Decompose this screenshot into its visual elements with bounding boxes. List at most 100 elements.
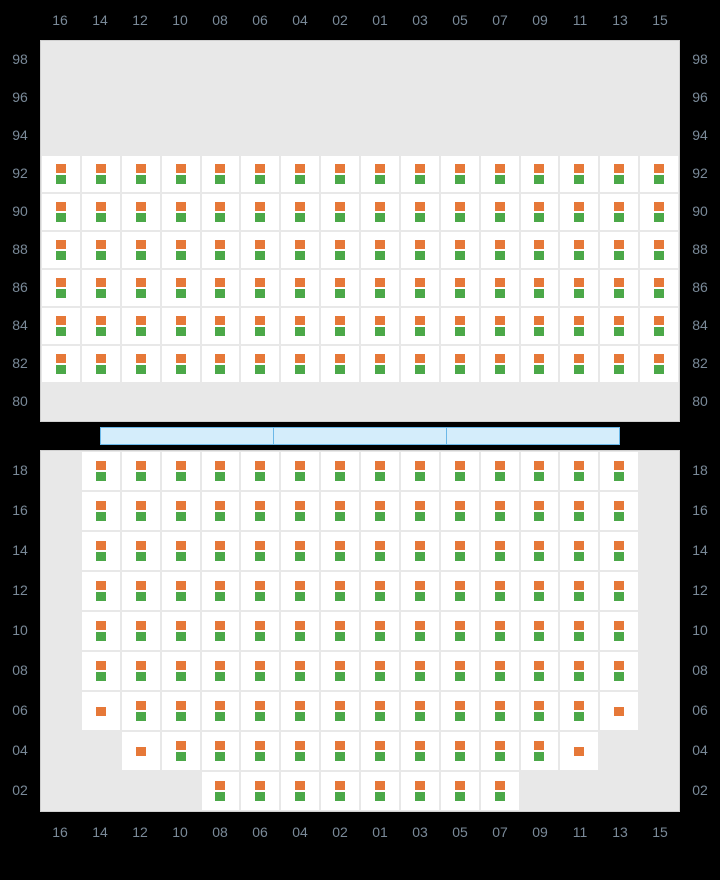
seat-cell[interactable]: [280, 269, 320, 307]
seat-cell[interactable]: [360, 307, 400, 345]
seat-cell[interactable]: [599, 571, 639, 611]
seat-cell[interactable]: [520, 731, 560, 771]
seat-cell[interactable]: [161, 231, 201, 269]
seat-cell[interactable]: [201, 269, 241, 307]
seat-cell[interactable]: [480, 307, 520, 345]
seat-cell[interactable]: [280, 491, 320, 531]
seat-cell[interactable]: [360, 451, 400, 491]
seat-cell[interactable]: [360, 611, 400, 651]
seat-cell[interactable]: [121, 731, 161, 771]
seat-cell[interactable]: [201, 651, 241, 691]
seat-cell[interactable]: [400, 571, 440, 611]
seat-cell[interactable]: [559, 307, 599, 345]
seat-cell[interactable]: [320, 731, 360, 771]
seat-cell[interactable]: [480, 269, 520, 307]
seat-cell[interactable]: [201, 571, 241, 611]
seat-cell[interactable]: [440, 307, 480, 345]
seat-cell[interactable]: [41, 307, 81, 345]
seat-cell[interactable]: [360, 231, 400, 269]
seat-cell[interactable]: [599, 345, 639, 383]
seat-cell[interactable]: [240, 491, 280, 531]
seat-cell[interactable]: [121, 155, 161, 193]
seat-cell[interactable]: [520, 531, 560, 571]
seat-cell[interactable]: [400, 269, 440, 307]
seat-cell[interactable]: [520, 269, 560, 307]
seat-cell[interactable]: [440, 611, 480, 651]
seat-cell[interactable]: [559, 231, 599, 269]
seat-cell[interactable]: [81, 691, 121, 731]
seat-cell[interactable]: [240, 451, 280, 491]
seat-cell[interactable]: [480, 731, 520, 771]
seat-cell[interactable]: [240, 155, 280, 193]
seat-cell[interactable]: [201, 193, 241, 231]
seat-cell[interactable]: [121, 691, 161, 731]
seat-cell[interactable]: [81, 193, 121, 231]
seat-cell[interactable]: [559, 345, 599, 383]
seat-cell[interactable]: [81, 269, 121, 307]
seat-cell[interactable]: [480, 345, 520, 383]
seat-cell[interactable]: [81, 531, 121, 571]
seat-cell[interactable]: [520, 231, 560, 269]
seat-cell[interactable]: [280, 307, 320, 345]
seat-cell[interactable]: [400, 231, 440, 269]
seat-cell[interactable]: [280, 531, 320, 571]
seat-cell[interactable]: [320, 231, 360, 269]
seat-cell[interactable]: [400, 451, 440, 491]
seat-cell[interactable]: [280, 571, 320, 611]
seat-cell[interactable]: [599, 691, 639, 731]
seat-cell[interactable]: [559, 193, 599, 231]
seat-cell[interactable]: [81, 451, 121, 491]
seat-cell[interactable]: [161, 155, 201, 193]
seat-cell[interactable]: [41, 269, 81, 307]
seat-cell[interactable]: [161, 451, 201, 491]
seat-cell[interactable]: [480, 491, 520, 531]
seat-cell[interactable]: [161, 691, 201, 731]
seat-cell[interactable]: [201, 155, 241, 193]
seat-cell[interactable]: [320, 651, 360, 691]
seat-cell[interactable]: [280, 193, 320, 231]
seat-cell[interactable]: [240, 269, 280, 307]
seat-cell[interactable]: [280, 345, 320, 383]
seat-cell[interactable]: [440, 231, 480, 269]
seat-cell[interactable]: [41, 231, 81, 269]
seat-cell[interactable]: [161, 307, 201, 345]
seat-cell[interactable]: [240, 691, 280, 731]
seat-cell[interactable]: [480, 155, 520, 193]
seat-cell[interactable]: [280, 231, 320, 269]
seat-cell[interactable]: [400, 731, 440, 771]
seat-cell[interactable]: [559, 269, 599, 307]
seat-cell[interactable]: [360, 345, 400, 383]
seat-cell[interactable]: [559, 491, 599, 531]
seat-cell[interactable]: [480, 771, 520, 811]
seat-cell[interactable]: [201, 531, 241, 571]
seat-cell[interactable]: [201, 491, 241, 531]
seat-cell[interactable]: [81, 231, 121, 269]
seat-cell[interactable]: [360, 571, 400, 611]
seat-cell[interactable]: [320, 193, 360, 231]
seat-cell[interactable]: [400, 771, 440, 811]
seat-cell[interactable]: [480, 451, 520, 491]
seat-cell[interactable]: [240, 531, 280, 571]
seat-cell[interactable]: [81, 307, 121, 345]
seat-cell[interactable]: [121, 531, 161, 571]
seat-cell[interactable]: [360, 491, 400, 531]
seat-cell[interactable]: [520, 345, 560, 383]
seat-cell[interactable]: [639, 155, 679, 193]
seat-cell[interactable]: [440, 345, 480, 383]
seat-cell[interactable]: [240, 307, 280, 345]
seat-cell[interactable]: [520, 193, 560, 231]
seat-cell[interactable]: [240, 731, 280, 771]
seat-cell[interactable]: [201, 731, 241, 771]
seat-cell[interactable]: [480, 531, 520, 571]
seat-cell[interactable]: [559, 451, 599, 491]
seat-cell[interactable]: [161, 611, 201, 651]
seat-cell[interactable]: [121, 307, 161, 345]
seat-cell[interactable]: [81, 611, 121, 651]
seat-cell[interactable]: [520, 691, 560, 731]
seat-cell[interactable]: [599, 491, 639, 531]
seat-cell[interactable]: [121, 651, 161, 691]
seat-cell[interactable]: [81, 491, 121, 531]
seat-cell[interactable]: [240, 611, 280, 651]
seat-cell[interactable]: [480, 193, 520, 231]
seat-cell[interactable]: [559, 571, 599, 611]
